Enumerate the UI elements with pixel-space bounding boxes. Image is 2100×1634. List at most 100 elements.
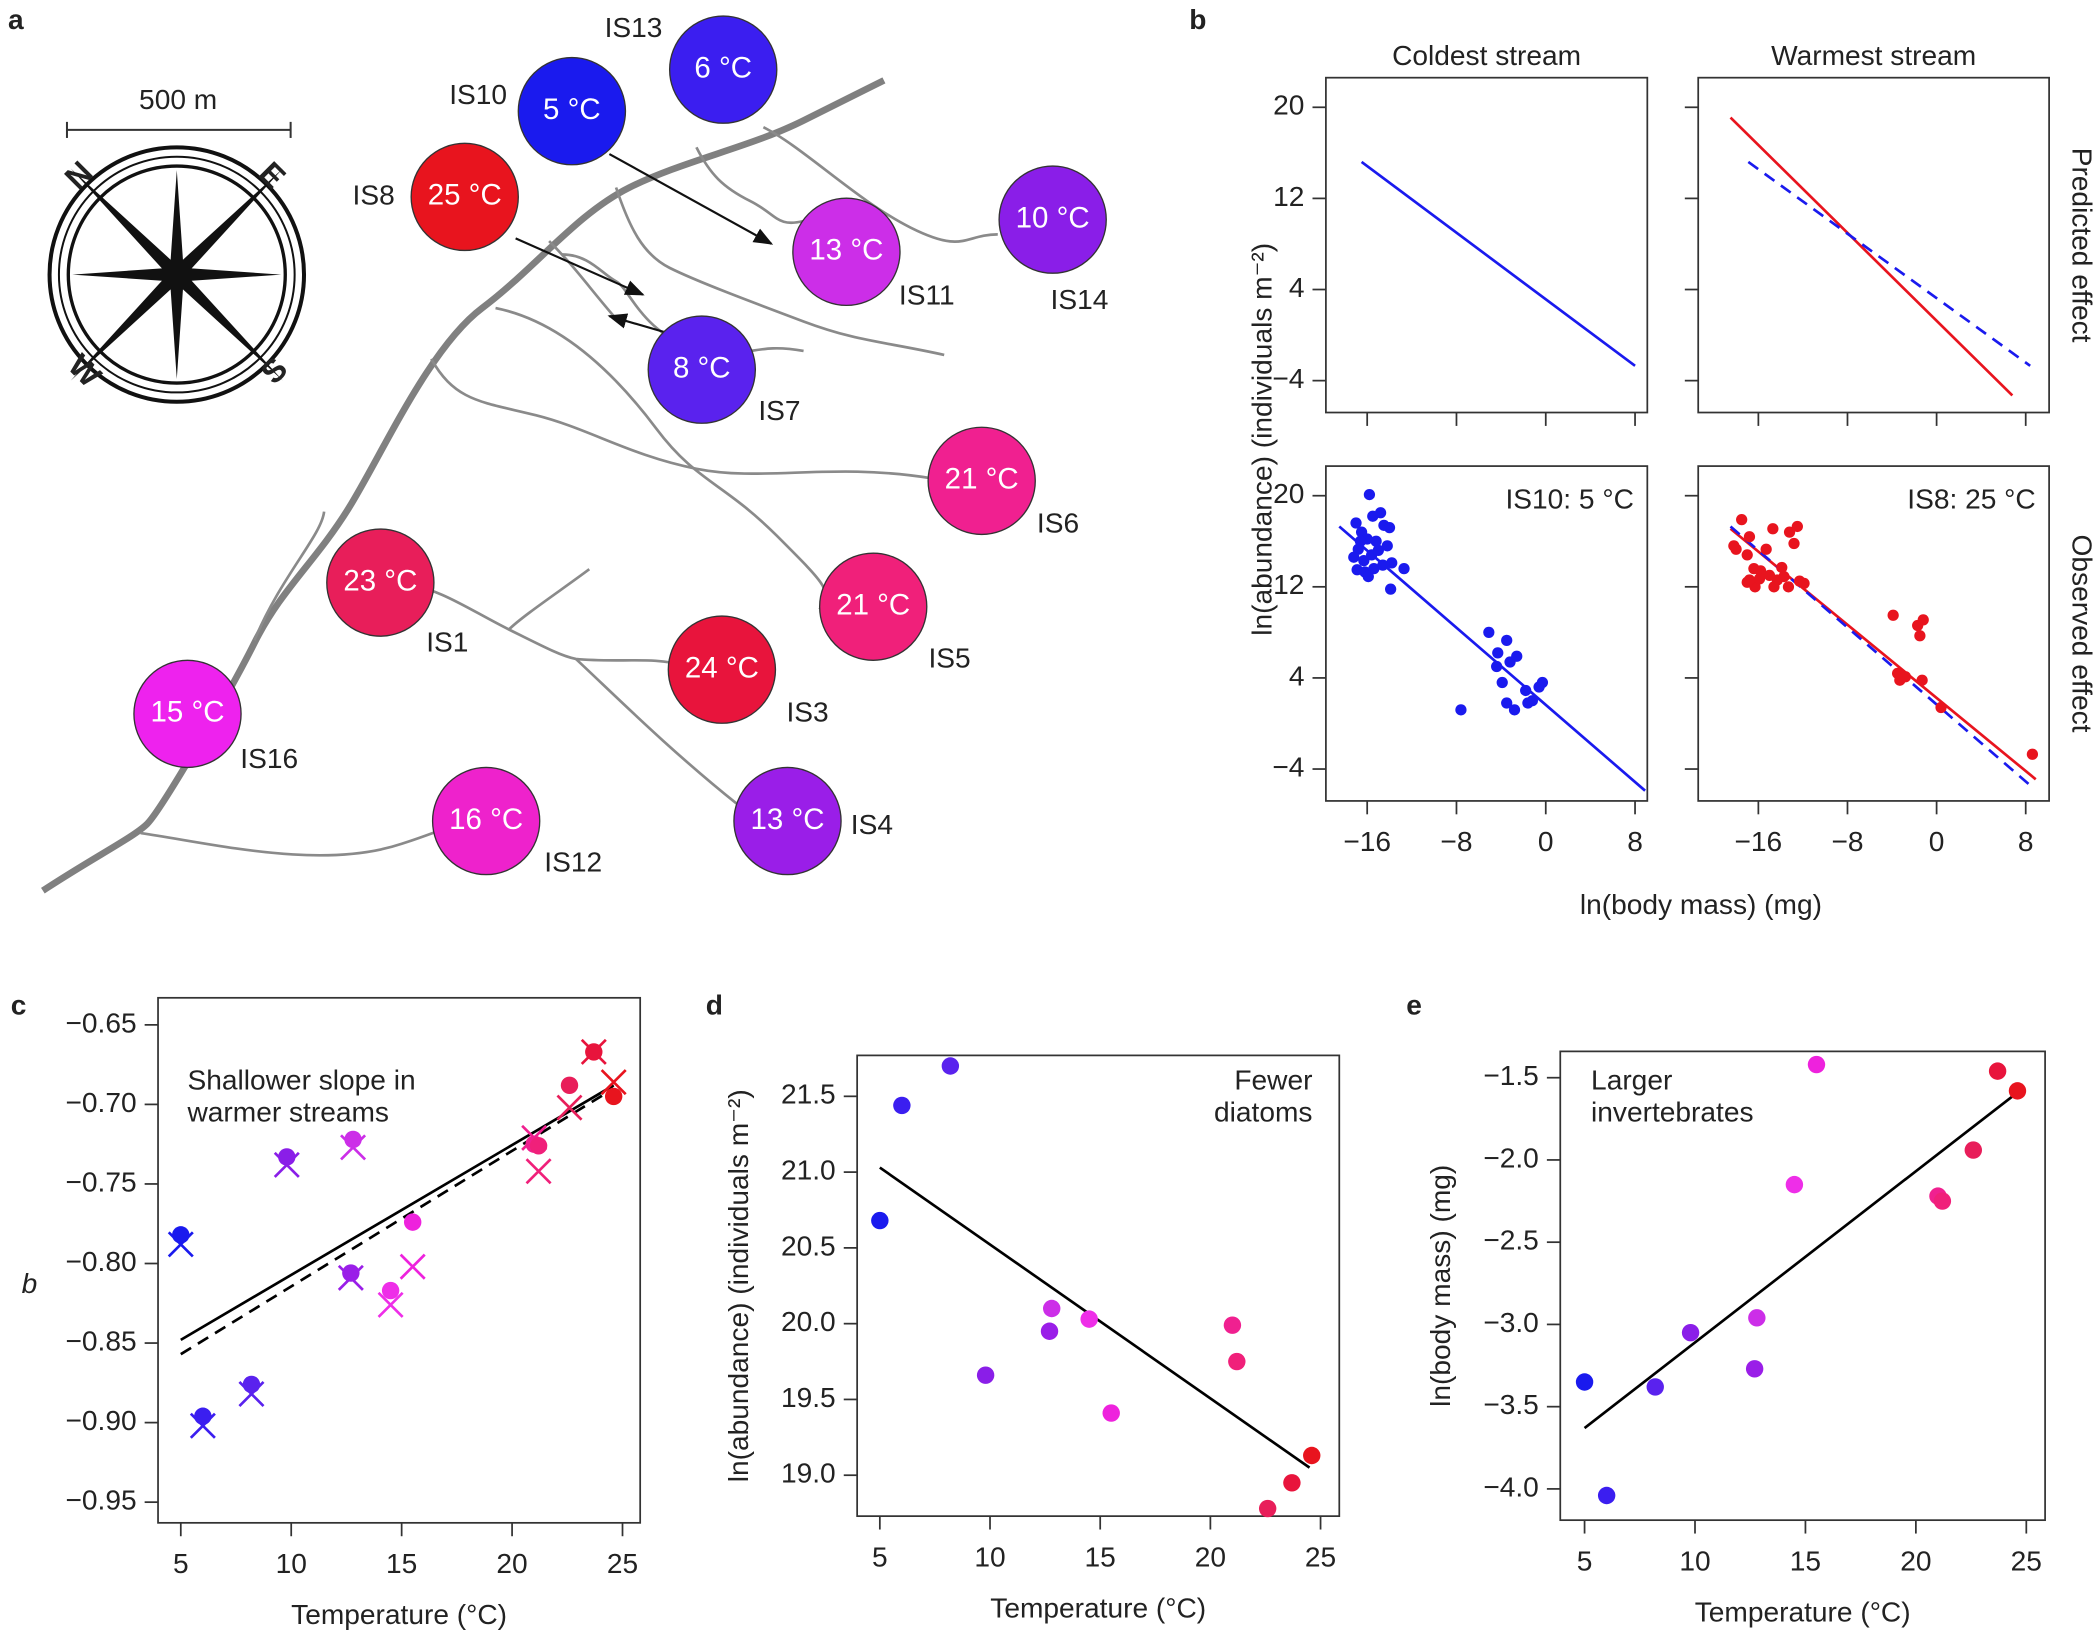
data-point <box>1778 570 1790 583</box>
column-title: Warmest stream <box>1771 40 1976 71</box>
y-axis-label: b <box>22 1268 38 1299</box>
data-point <box>278 1148 296 1166</box>
data-point <box>1385 583 1397 595</box>
plot-frame <box>1325 465 1649 802</box>
data-point <box>1455 704 1467 716</box>
data-point <box>1767 523 1779 535</box>
data-point <box>585 1043 603 1061</box>
site-name: IS6 <box>1037 507 1079 538</box>
cross-point <box>377 1291 404 1318</box>
data-point <box>1377 559 1389 571</box>
data-point <box>1258 1499 1277 1518</box>
site-temperature: 16 °C <box>449 803 523 836</box>
data-point <box>2026 748 2039 760</box>
y-tick-label: 21.0 <box>781 1155 836 1186</box>
site-circle <box>647 315 757 424</box>
fit-line <box>1338 525 1646 792</box>
x-axis-label: ln(body mass) (mg) <box>1580 889 1822 920</box>
data-point <box>1040 1322 1059 1340</box>
y-tick-label: −3.5 <box>1483 1389 1538 1420</box>
x-tick-label: −16 <box>1735 826 1783 857</box>
y-tick-label: −1.5 <box>1483 1060 1538 1091</box>
data-point <box>1536 676 1549 689</box>
site-circle <box>927 426 1036 536</box>
cross-point <box>399 1253 426 1280</box>
data-point <box>1368 562 1380 575</box>
data-point <box>1526 695 1538 707</box>
panel-annotation: Fewer <box>1234 1065 1312 1096</box>
cross-point <box>556 1094 583 1121</box>
data-point <box>1228 1352 1246 1371</box>
panel-label: a <box>8 4 24 35</box>
x-tick-label: 15 <box>1085 1541 1116 1572</box>
data-point <box>1807 1055 1826 1074</box>
compass-ring <box>66 164 287 385</box>
x-tick-label: 20 <box>1900 1545 1931 1576</box>
data-point <box>1741 549 1753 561</box>
fit-line <box>1747 160 2031 367</box>
data-point <box>1933 1192 1952 1210</box>
y-tick-label: 12 <box>1273 569 1304 600</box>
fit-line <box>1583 1093 2017 1430</box>
compass-star <box>70 168 283 381</box>
site-circle <box>733 766 842 876</box>
data-point <box>1760 543 1772 555</box>
tributary <box>695 146 804 225</box>
site-temperature: 6 °C <box>694 51 752 84</box>
data-point <box>1964 1141 1983 1159</box>
x-tick-label: 5 <box>872 1541 888 1572</box>
data-point <box>1776 561 1788 574</box>
data-point <box>560 1076 579 1095</box>
data-point <box>1508 704 1521 716</box>
y-tick-label: −0.85 <box>65 1325 136 1356</box>
data-point <box>893 1096 911 1115</box>
site-name: IS3 <box>786 696 828 727</box>
y-tick-label: 21.5 <box>781 1079 836 1110</box>
panel-annotation: Larger <box>1591 1065 1672 1096</box>
y-tick-label: −4 <box>1272 751 1304 782</box>
data-point <box>2008 1082 2027 1100</box>
plot-frame <box>1697 465 2050 802</box>
x-tick-label: −8 <box>1440 826 1472 857</box>
data-point <box>1748 1309 1766 1327</box>
site-circle <box>133 659 242 769</box>
x-tick-label: 25 <box>1305 1541 1336 1572</box>
site-name: IS8 <box>353 179 395 210</box>
data-point <box>1043 1299 1061 1318</box>
site-temperature: 21 °C <box>836 589 910 622</box>
data-point <box>1597 1486 1616 1505</box>
panel-annotation: Shallower slope in <box>188 1065 416 1096</box>
rivers <box>41 77 998 894</box>
site-temperature: 23 °C <box>343 564 417 597</box>
site-temperature: 8 °C <box>673 351 731 384</box>
y-tick-label: 20.0 <box>781 1306 836 1337</box>
y-tick-label: 20 <box>1273 478 1304 509</box>
data-point <box>1520 684 1532 697</box>
panel-label: e <box>1406 990 1422 1021</box>
x-tick-label: 15 <box>386 1548 417 1579</box>
site-circle <box>431 766 541 876</box>
data-point <box>1935 701 1947 714</box>
site-name: IS12 <box>544 846 602 877</box>
tributary <box>614 187 945 357</box>
data-point <box>194 1407 212 1425</box>
site-name: IS14 <box>1051 284 1109 315</box>
data-point <box>1730 543 1742 555</box>
column-title: Coldest stream <box>1392 40 1581 71</box>
data-point <box>172 1226 190 1244</box>
data-point <box>242 1375 261 1394</box>
y-tick-label: 20.5 <box>781 1230 836 1261</box>
data-point <box>1398 562 1410 575</box>
row-title: Observed effect <box>2066 535 2097 733</box>
panel-annotation: IS8: 25 °C <box>1907 483 2035 514</box>
y-tick-label: −0.80 <box>65 1246 136 1277</box>
tributary <box>253 511 326 641</box>
panel-annotation: diatoms <box>1214 1097 1312 1128</box>
data-point <box>1782 581 1795 593</box>
x-tick-label: −8 <box>1831 826 1863 857</box>
data-point <box>1575 1373 1594 1391</box>
site-name: IS4 <box>851 809 893 840</box>
data-point <box>1381 540 1393 552</box>
x-tick-label: −16 <box>1343 826 1391 857</box>
